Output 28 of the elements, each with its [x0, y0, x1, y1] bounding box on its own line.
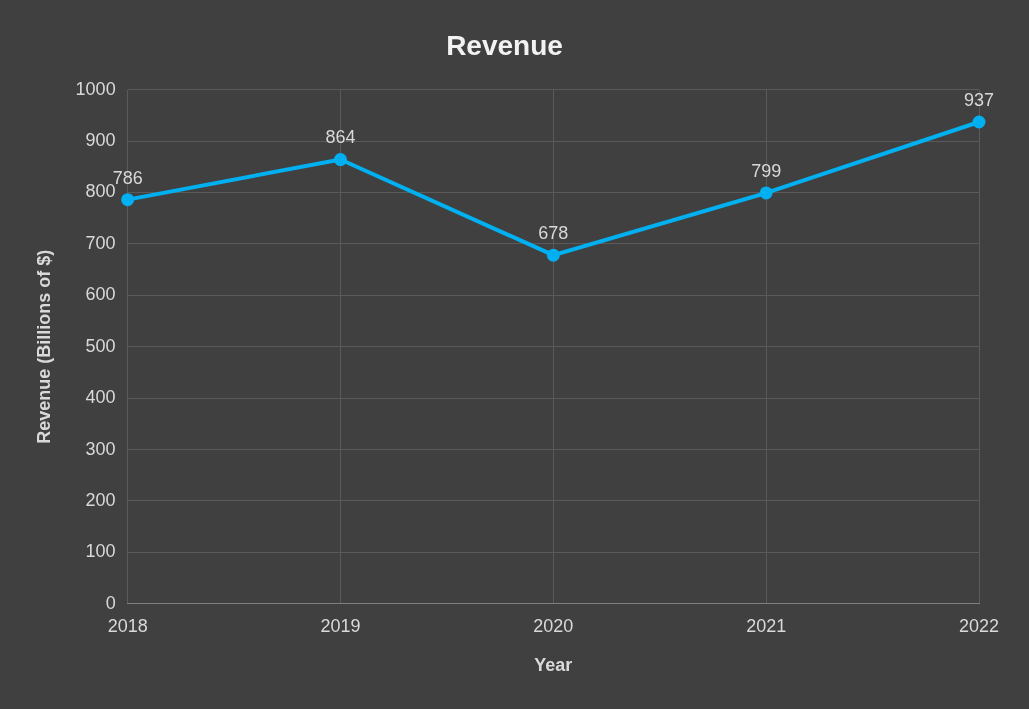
point	[121, 193, 135, 207]
y-tick-label: 100	[85, 541, 116, 562]
y-tick-label: 500	[85, 335, 116, 356]
y-tick-label: 400	[85, 387, 116, 408]
point	[972, 115, 986, 129]
y-tick-label: 300	[85, 438, 116, 459]
point	[546, 248, 560, 262]
y-tick-label: 200	[85, 489, 116, 510]
y-tick-label: 1000	[75, 78, 116, 99]
point	[759, 186, 773, 200]
data-label: 799	[751, 160, 782, 181]
x-axis-title: Year	[534, 655, 573, 676]
data-label: 864	[325, 127, 356, 148]
x-tick-label: 2021	[746, 615, 787, 636]
data-label: 678	[538, 223, 569, 244]
y-tick-label: 600	[85, 284, 116, 305]
chart-title: Revenue	[446, 29, 563, 61]
y-tick-label: 0	[105, 592, 116, 613]
data-label: 937	[963, 89, 995, 110]
x-tick-label: 2020	[533, 615, 574, 636]
point	[333, 153, 347, 167]
x-tick-label: 2019	[320, 615, 361, 636]
y-tick-label: 900	[85, 129, 116, 150]
x-tick-label: 2022	[958, 615, 1000, 636]
y-tick-label: 700	[85, 232, 116, 253]
x-tick-label: 2018	[107, 615, 148, 636]
y-axis-title: Revenue (Billions of $)	[33, 249, 54, 444]
y-tick-label: 800	[85, 181, 116, 202]
